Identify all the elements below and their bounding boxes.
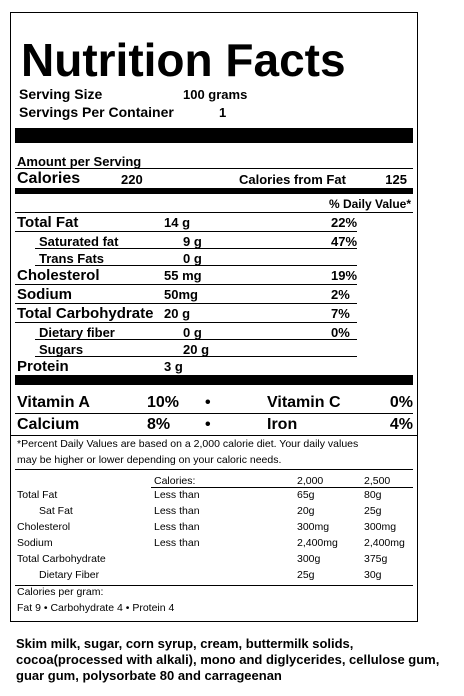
- nutrient-amount: 14 g: [164, 214, 191, 230]
- daily-value-header: % Daily Value*: [328, 197, 411, 211]
- dv-table-value: 375g: [364, 552, 388, 565]
- nutrient-amount: 9 g: [183, 233, 202, 249]
- dv-table-limit: Less than: [154, 536, 200, 549]
- dv-table-name: Total Carbohydrate: [17, 552, 106, 565]
- nutrient-amount: 0 g: [183, 250, 202, 266]
- dv-table-value: 300g: [297, 552, 321, 565]
- vitamin-label: Vitamin A: [17, 394, 90, 411]
- nutrient-label: Total Fat: [17, 213, 79, 231]
- dv-table-name: Cholesterol: [17, 520, 71, 533]
- dv-table-value: 2,400mg: [364, 536, 405, 549]
- nutrient-dv: 22%: [331, 214, 358, 230]
- serving-label: Servings Per Container: [19, 104, 174, 120]
- nutrient-label: Total Carbohydrate: [17, 304, 154, 322]
- calories-per-gram-label: Calories per gram:: [17, 585, 104, 598]
- dv-table-value: 2,400mg: [297, 536, 338, 549]
- thick-rule: [15, 375, 413, 385]
- dv-table-limit: Less than: [154, 520, 200, 533]
- dv-table-column: 2,500: [364, 474, 391, 487]
- nutrient-label: Protein: [17, 357, 69, 375]
- rule: [35, 356, 357, 357]
- rule: [15, 469, 413, 470]
- nutrient-amount: 3 g: [164, 358, 183, 374]
- vitamin-label: Vitamin C: [267, 394, 341, 411]
- dv-table-value: 25g: [364, 504, 382, 517]
- dv-table-name: Dietary Fiber: [39, 568, 100, 581]
- nutrient-amount: 50mg: [164, 286, 198, 302]
- calories-value: 220: [121, 171, 143, 187]
- vitamin-value: 10%: [147, 394, 180, 411]
- nutrient-label: Sodium: [17, 285, 72, 303]
- dv-table-value: 30g: [364, 568, 382, 581]
- rule: [15, 231, 357, 232]
- dv-table-value: 300mg: [364, 520, 397, 533]
- sub-nutrient-label: Sugars: [39, 341, 84, 357]
- rule: [35, 265, 357, 266]
- dv-table-value: 20g: [297, 504, 315, 517]
- sub-nutrient-label: Trans Fats: [39, 250, 105, 266]
- nutrient-amount: 20 g: [164, 305, 191, 321]
- rule: [35, 248, 357, 249]
- dv-table-limit: Less than: [154, 488, 200, 501]
- vitamin-value: 0%: [389, 394, 413, 411]
- bullet: •: [205, 394, 211, 411]
- dv-table-name: Total Fat: [17, 488, 58, 501]
- nutrient-dv: 47%: [331, 233, 358, 249]
- rule: [15, 413, 413, 414]
- dv-table-column: 2,000: [297, 474, 324, 487]
- calories-label: Calories: [17, 170, 81, 187]
- medium-rule: [15, 188, 413, 194]
- rule: [15, 303, 357, 304]
- rule: [35, 339, 357, 340]
- calories-fat-value: 125: [385, 171, 407, 187]
- dv-table-value: 65g: [297, 488, 315, 501]
- rule: [11, 435, 417, 436]
- dv-table-limit: Less than: [154, 504, 200, 517]
- vitamin-label: Iron: [267, 416, 298, 433]
- dv-table-value: 300mg: [297, 520, 330, 533]
- footnote: may be higher or lower depending on your…: [17, 453, 282, 466]
- rule: [15, 322, 357, 323]
- vitamin-value: 4%: [389, 416, 413, 433]
- rule: [15, 284, 357, 285]
- nutrient-dv: 19%: [331, 267, 358, 283]
- vitamin-value: 8%: [147, 416, 171, 433]
- nutrient-label: Cholesterol: [17, 266, 100, 284]
- vitamin-label: Calcium: [17, 416, 80, 433]
- nutrient-dv: 2%: [331, 286, 350, 302]
- bullet: •: [205, 416, 211, 433]
- nutrient-dv: 7%: [331, 305, 350, 321]
- nutrient-amount: 20 g: [183, 341, 210, 357]
- thick-rule: [15, 128, 413, 143]
- rule: [15, 585, 413, 586]
- calories-fat-label: Calories from Fat: [239, 171, 346, 187]
- nutrient-amount: 55 mg: [164, 267, 202, 283]
- title: Nutrition Facts: [21, 34, 346, 86]
- dv-table-name: Sodium: [17, 536, 53, 549]
- nutrient-dv: 0%: [331, 324, 350, 340]
- dv-table-value: 25g: [297, 568, 315, 581]
- serving-value: 100 grams: [183, 86, 248, 102]
- nutrition-label: Nutrition Facts Serving Size 100 grams Serv…: [10, 12, 418, 622]
- amount-per-serving: Amount per Serving: [17, 153, 142, 169]
- rule: [151, 487, 413, 488]
- nutrient-amount: 0 g: [183, 324, 202, 340]
- serving-label: Serving Size: [19, 86, 103, 102]
- footnote: *Percent Daily Values are based on a 2,0…: [17, 437, 359, 450]
- sub-nutrient-label: Dietary fiber: [39, 324, 115, 340]
- sub-nutrient-label: Saturated fat: [39, 233, 119, 249]
- dv-table-value: 80g: [364, 488, 382, 501]
- rule: [15, 212, 413, 213]
- calories-per-gram-values: Fat 9 • Carbohydrate 4 • Protein 4: [17, 601, 175, 614]
- ingredients: Skim milk, sugar, corn syrup, cream, but…: [16, 636, 440, 683]
- rule: [15, 168, 413, 169]
- dv-table-header: Calories:: [154, 474, 196, 487]
- dv-table-name: Sat Fat: [39, 504, 73, 517]
- serving-value: 1: [219, 104, 227, 120]
